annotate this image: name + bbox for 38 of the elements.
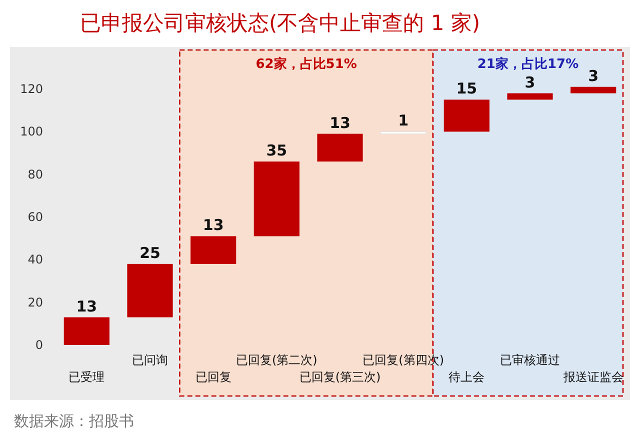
data-label: 15 bbox=[456, 80, 478, 98]
x-tick-label: 已回复(第三次) bbox=[299, 370, 381, 384]
bar bbox=[317, 134, 363, 162]
chart-title: 已申报公司审核状态(不含中止审查的 1 家) bbox=[80, 11, 480, 35]
bar bbox=[254, 162, 300, 236]
bar bbox=[380, 131, 426, 134]
data-label: 13 bbox=[76, 297, 98, 316]
data-label: 3 bbox=[588, 66, 599, 85]
data-label: 3 bbox=[524, 73, 536, 92]
bar bbox=[570, 86, 616, 94]
y-tick-label: 0 bbox=[35, 338, 43, 352]
bar bbox=[64, 317, 110, 345]
y-tick-label: 60 bbox=[28, 210, 43, 224]
y-tick-label: 120 bbox=[20, 82, 43, 96]
x-tick-label: 已受理 bbox=[68, 370, 105, 384]
x-tick-label: 报送证监会 bbox=[562, 370, 624, 384]
x-tick-label: 已审核通过 bbox=[500, 353, 560, 367]
y-tick-label: 20 bbox=[28, 295, 43, 310]
band-label: 62家，占比51% bbox=[256, 56, 357, 72]
x-tick-label: 待上会 bbox=[448, 370, 485, 384]
bar bbox=[444, 100, 490, 132]
data-label: 13 bbox=[330, 114, 350, 132]
bar bbox=[190, 236, 236, 264]
data-label: 1 bbox=[398, 112, 409, 130]
data-label: 13 bbox=[202, 216, 224, 234]
source-note: 数据来源：招股书 bbox=[14, 412, 134, 430]
bar bbox=[127, 264, 173, 318]
data-label: 35 bbox=[266, 142, 288, 160]
y-tick-label: 100 bbox=[20, 124, 43, 139]
y-tick-label: 80 bbox=[28, 167, 43, 182]
bar bbox=[507, 93, 553, 100]
x-tick-label: 已回复(第四次) bbox=[362, 353, 444, 367]
y-tick-label: 40 bbox=[28, 252, 43, 267]
x-tick-label: 已问询 bbox=[132, 353, 168, 367]
x-tick-label: 已回复(第二次) bbox=[236, 353, 318, 367]
band-label: 21家，占比17% bbox=[477, 56, 579, 72]
x-tick-label: 已回复 bbox=[195, 370, 232, 384]
data-label: 25 bbox=[140, 244, 160, 262]
